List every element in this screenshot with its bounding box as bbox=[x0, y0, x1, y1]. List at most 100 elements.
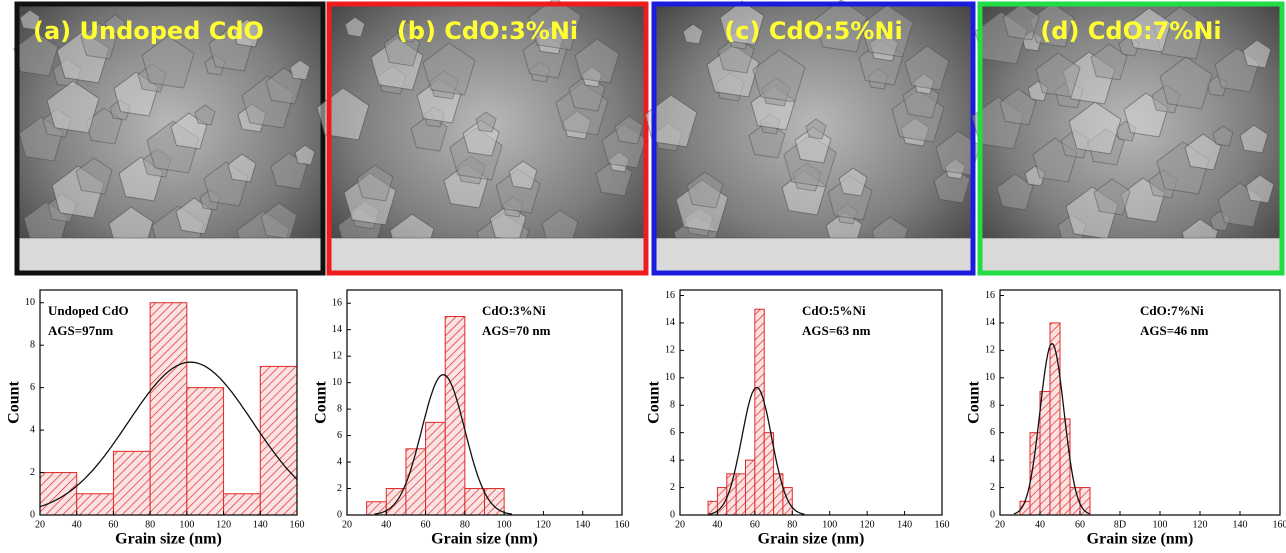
y-tick-label: 2 bbox=[670, 482, 675, 493]
histogram-bar bbox=[755, 309, 764, 515]
sem-info-bar bbox=[982, 238, 1280, 271]
x-axis-label: Grain size (nm) bbox=[115, 531, 222, 548]
y-tick-label: 8 bbox=[670, 400, 675, 411]
sem-info-bar bbox=[19, 238, 321, 271]
panel-label: (c) CdO:5%Ni bbox=[724, 17, 902, 45]
histogram-bar bbox=[445, 316, 465, 515]
x-tick-label: 60 bbox=[750, 519, 760, 530]
x-tick-label: 80 bbox=[145, 519, 155, 530]
histogram-bar bbox=[150, 303, 187, 515]
histogram-bar bbox=[465, 489, 485, 515]
y-tick-label: 10 bbox=[332, 377, 342, 388]
page: {"panels": [ {"label": "(a) Undoped CdO"… bbox=[0, 0, 1286, 548]
y-axis-label: Count bbox=[6, 380, 23, 423]
x-tick-label: 120 bbox=[1193, 519, 1208, 530]
figure: (a) Undoped CdO (b) CdO:3%Ni (c) CdO:5%Ni (… bbox=[0, 0, 1286, 548]
y-tick-label: 0 bbox=[990, 509, 995, 520]
y-tick-label: 4 bbox=[670, 454, 675, 465]
x-tick-label: 100 bbox=[179, 519, 194, 530]
y-tick-label: 2 bbox=[337, 483, 342, 494]
y-tick-label: 0 bbox=[30, 509, 35, 520]
annotation: Undoped CdO bbox=[48, 303, 129, 318]
y-tick-label: 12 bbox=[665, 345, 675, 356]
x-tick-label: 160 bbox=[290, 519, 305, 530]
x-tick-label: 80 bbox=[460, 519, 470, 530]
histogram-bar bbox=[746, 460, 755, 515]
y-tick-label: 4 bbox=[990, 454, 995, 465]
histogram-bar bbox=[77, 494, 114, 515]
x-tick-label: 40 bbox=[381, 519, 391, 530]
panel-label: (d) CdO:7%Ni bbox=[1040, 17, 1221, 45]
x-tick-label: 160 bbox=[1273, 519, 1286, 530]
y-tick-label: 8 bbox=[990, 400, 995, 411]
y-tick-label: 6 bbox=[990, 427, 995, 438]
x-tick-label: 40 bbox=[1035, 519, 1045, 530]
y-axis-label: Count bbox=[646, 380, 663, 423]
y-tick-label: 14 bbox=[665, 317, 675, 328]
histogram-bar bbox=[426, 422, 446, 515]
x-tick-label: 120 bbox=[536, 519, 551, 530]
y-tick-label: 4 bbox=[337, 456, 342, 467]
histogram-bar bbox=[774, 474, 783, 515]
x-tick-label: 160 bbox=[615, 519, 630, 530]
y-tick-label: 10 bbox=[665, 372, 675, 383]
y-tick-label: 6 bbox=[30, 382, 35, 393]
y-tick-label: 16 bbox=[985, 290, 995, 301]
y-tick-label: 0 bbox=[670, 509, 675, 520]
x-tick-label: 100 bbox=[822, 519, 837, 530]
y-axis-label: Count bbox=[966, 380, 983, 423]
annotation: CdO:7%Ni bbox=[1140, 303, 1204, 318]
y-tick-label: 16 bbox=[332, 298, 342, 309]
y-tick-label: 8 bbox=[337, 403, 342, 414]
x-tick-label: 8D bbox=[1114, 519, 1126, 530]
x-axis-label: Grain size (nm) bbox=[1087, 531, 1194, 548]
histogram-bar bbox=[1050, 323, 1060, 515]
y-tick-label: 16 bbox=[665, 290, 675, 301]
x-tick-label: 60 bbox=[108, 519, 118, 530]
x-tick-label: 20 bbox=[342, 519, 352, 530]
y-tick-label: 12 bbox=[332, 350, 342, 361]
y-tick-label: 10 bbox=[25, 297, 35, 308]
x-tick-label: 100 bbox=[497, 519, 512, 530]
x-tick-label: 140 bbox=[1233, 519, 1248, 530]
histogram-bar bbox=[736, 474, 745, 515]
panel-label: (b) CdO:3%Ni bbox=[397, 17, 578, 45]
y-tick-label: 2 bbox=[990, 482, 995, 493]
x-tick-label: 80 bbox=[787, 519, 797, 530]
sem-info-bar bbox=[331, 238, 644, 271]
x-tick-label: 60 bbox=[1075, 519, 1085, 530]
x-tick-label: 160 bbox=[935, 519, 950, 530]
y-tick-label: 14 bbox=[985, 317, 995, 328]
x-tick-label: 20 bbox=[995, 519, 1005, 530]
histogram-bar bbox=[224, 494, 261, 515]
histogram-bar bbox=[1040, 392, 1050, 515]
x-tick-label: 120 bbox=[216, 519, 231, 530]
panel-label: (a) Undoped CdO bbox=[33, 17, 264, 45]
y-tick-label: 14 bbox=[332, 324, 342, 335]
histogram-bar bbox=[187, 388, 224, 515]
annotation: CdO:5%Ni bbox=[802, 303, 866, 318]
x-tick-label: 60 bbox=[421, 519, 431, 530]
histogram-bar bbox=[40, 473, 77, 515]
x-tick-label: 140 bbox=[253, 519, 268, 530]
x-axis-label: Grain size (nm) bbox=[431, 531, 538, 548]
x-tick-label: 40 bbox=[72, 519, 82, 530]
y-tick-label: 2 bbox=[30, 467, 35, 478]
histogram-bar bbox=[367, 502, 387, 515]
x-tick-label: 120 bbox=[860, 519, 875, 530]
y-tick-label: 0 bbox=[337, 509, 342, 520]
x-tick-label: 140 bbox=[897, 519, 912, 530]
annotation: AGS=46 nm bbox=[1140, 323, 1209, 338]
histogram-bar bbox=[406, 449, 426, 515]
y-tick-label: 10 bbox=[985, 372, 995, 383]
annotation: AGS=63 nm bbox=[802, 323, 871, 338]
annotation: AGS=97nm bbox=[48, 323, 113, 338]
sem-info-bar bbox=[656, 238, 971, 271]
x-tick-label: 20 bbox=[35, 519, 45, 530]
x-tick-label: 20 bbox=[675, 519, 685, 530]
y-tick-label: 6 bbox=[670, 427, 675, 438]
y-tick-label: 12 bbox=[985, 345, 995, 356]
histogram-bar bbox=[113, 451, 150, 515]
x-tick-label: 100 bbox=[1153, 519, 1168, 530]
annotation: AGS=70 nm bbox=[482, 323, 551, 338]
